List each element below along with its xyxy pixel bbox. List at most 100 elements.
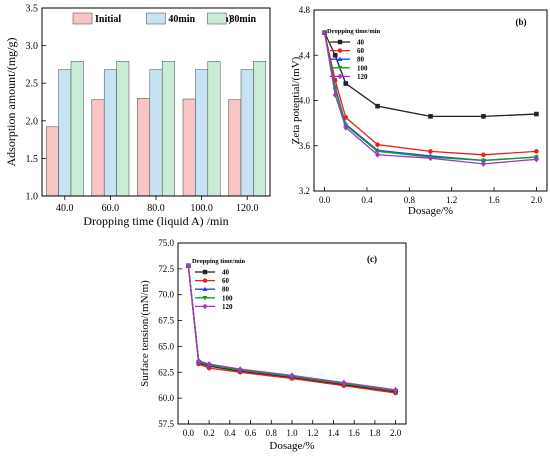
bar [149,69,163,197]
bar [228,99,242,197]
plot-frame [313,9,548,192]
y-tick-label: 60.0 [158,393,174,403]
panel-a: 40.0 60.0 80.0 100.0 120.0 1.0 1.5 2.0 2.5 3.0 3.5… [4,4,271,228]
series-line [187,265,396,392]
legend-marker [202,303,208,310]
legend-marker [337,73,343,80]
y-tick-label: 57.5 [158,419,174,429]
y-tick-label: 4.0 [299,96,311,106]
x-tick-label: 2.0 [390,428,402,438]
y-tick-label: 4.4 [299,50,311,60]
y-tick-label: 2.0 [26,116,39,127]
legend-marker [202,278,208,283]
bar [195,69,209,197]
x-tick-label: 80.0 [147,203,165,214]
legend-label: 40 [222,269,230,277]
series-line [187,265,396,392]
x-tick-label: 0.4 [361,195,373,205]
y-tick-label: 3.5 [26,4,39,15]
legend-label: Initial [95,14,121,25]
x-axis-label: Dosage/% [269,440,314,452]
data-point [196,357,202,364]
y-axis-label: Adsorption amount/(mg/g) [4,38,18,167]
y-tick-label: 1.5 [26,154,39,165]
data-point [341,379,347,386]
data-point [393,386,399,393]
x-tick-label: 0.0 [183,428,195,438]
x-tick-label: 1.2 [307,428,318,438]
bar [91,99,105,197]
panel-label: (c) [367,254,377,264]
legend-marker [337,39,343,45]
y-tick-label: 70.0 [158,290,174,300]
bar [253,61,267,197]
legend-marker [337,48,343,53]
legend-title: Dropping time/min [327,28,381,35]
y-tick-label: 2.5 [26,79,39,90]
legend-marker [337,56,343,61]
x-tick-label: 1.8 [369,428,381,438]
data-point [332,91,338,98]
plot-frame [177,242,407,425]
bar [207,61,221,197]
x-tick-label: 1.0 [286,428,298,438]
data-point [375,142,380,147]
legend-swatch [72,12,93,25]
y-tick-label: 67.5 [158,316,174,326]
x-tick-label: 60.0 [102,203,120,214]
x-tick-label: 1.4 [328,428,340,438]
x-tick-label: 120.0 [236,203,259,214]
data-point [375,151,381,158]
x-tick-label: 0.0 [319,195,331,205]
data-point [428,114,433,119]
data-point [343,124,349,131]
legend-marker [337,66,343,71]
x-tick-label: 0.8 [404,195,416,205]
x-tick-label: 0.4 [224,428,236,438]
data-point [343,81,349,86]
y-tick-label: 62.5 [158,367,174,377]
x-axis-label: Dosage/% [408,205,453,217]
panel-c: 0.0 0.2 0.4 0.6 0.8 1.0 1.2 1.4 1.6 1.8 2.0 57.5 60.… [139,238,407,452]
data-point [534,149,539,154]
legend-label: 120 [222,303,233,311]
data-point [427,155,434,162]
data-point [206,361,212,368]
bar [240,69,254,197]
legend-marker [202,269,208,275]
x-tick-label: 1.6 [349,428,361,438]
bar [45,126,59,197]
data-point [332,52,338,58]
legend-label: 60 [222,277,230,285]
legend-label: 100 [357,64,368,72]
panel-b: 0.0 0.4 0.8 1.2 1.6 2.0 3.2 3.6 4.0 4.4 4.8 Dosage/… [290,5,548,217]
y-tick-label: 75.0 [158,238,174,248]
bar [182,98,196,197]
legend-marker [202,296,208,301]
data-point [185,262,191,269]
panel-label: (b) [516,17,527,27]
y-tick-label: 1.0 [26,192,39,203]
y-tick-label: 3.2 [299,186,310,196]
x-tick-label: 2.0 [531,195,543,205]
x-tick-label: 0.8 [266,428,278,438]
data-point [237,366,243,373]
legend-label: 60 [357,47,365,55]
series-line [187,265,396,391]
legend-title: Dropping time/min [192,258,246,265]
x-tick-label: 1.6 [488,195,500,205]
plot-frame [41,7,271,197]
data-point [534,111,539,117]
legend-swatch [207,12,227,25]
legend-label: 80min [229,14,256,25]
y-tick-label: 4.8 [299,5,311,15]
legend-label: 40 [357,39,365,47]
data-point [206,365,212,371]
legend-label: 40min [168,14,195,25]
y-tick-label: 3.0 [26,41,39,52]
data-point [322,29,328,36]
data-point [481,114,486,119]
data-point [428,149,433,154]
data-point [481,152,486,158]
